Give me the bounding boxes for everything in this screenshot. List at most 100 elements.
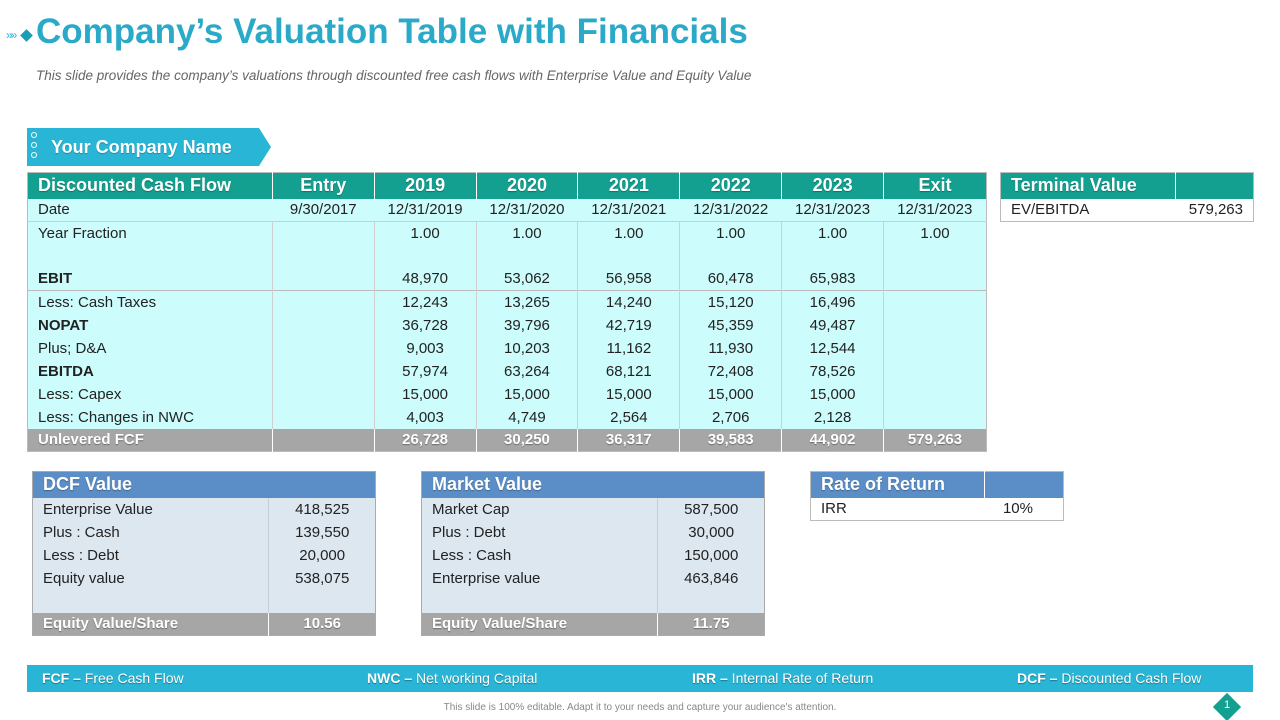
dcf-value-table: DCF Value Enterprise Value 418,525 Plus … (32, 471, 376, 636)
table-cell (271, 428, 375, 452)
table-cell (679, 244, 782, 268)
market-value-table: Market Value Market Cap 587,500 Plus : D… (421, 471, 765, 636)
table-cell: 36,317 (577, 428, 680, 452)
table-cell: 463,846 (657, 566, 765, 590)
table-cell (577, 244, 680, 268)
table-cell: 579,263 (1188, 201, 1243, 219)
row-label: Unlevered FCF (27, 428, 273, 452)
table-cell: 15,000 (781, 382, 884, 406)
spacer-row (27, 244, 987, 268)
table-cell: 39,583 (679, 428, 782, 452)
column-header: Exit (883, 172, 987, 199)
row-label: NOPAT (27, 313, 273, 337)
table-cell: 13,265 (475, 290, 578, 314)
glossary-item: IRR – Internal Rate of Return (692, 670, 874, 686)
table-cell: 72,408 (679, 359, 782, 383)
row-label: Equity value (32, 566, 269, 590)
table-cell (657, 589, 765, 613)
total-row: Equity Value/Share 10.56 (32, 612, 376, 636)
table-cell (475, 244, 578, 268)
table-cell: 30,000 (657, 520, 765, 544)
company-name: Your Company Name (51, 137, 232, 157)
table-row: Market Cap 587,500 (421, 497, 765, 521)
table-row: Plus; D&A 9,003 10,203 11,162 11,930 12,… (27, 336, 987, 360)
table-cell: 14,240 (577, 290, 680, 314)
table-cell: 11.75 (657, 612, 765, 636)
table-cell: 1.00 (883, 221, 987, 245)
row-label: Date (27, 198, 273, 222)
table-cell: 12,243 (373, 290, 477, 314)
table-row: IRR 10% (811, 498, 1064, 521)
column-header (984, 471, 1064, 498)
table-cell: 4,749 (475, 405, 578, 429)
row-label: Year Fraction (27, 221, 273, 245)
table-header-row: Discounted Cash Flow Entry 2019 2020 202… (27, 172, 987, 199)
row-label: Less : Cash (421, 543, 658, 567)
row-label: Less : Debt (32, 543, 269, 567)
table-row: Less: Cash Taxes 12,243 13,265 14,240 15… (27, 290, 987, 314)
glossary-item: FCF – Free Cash Flow (42, 670, 184, 686)
table-cell: 68,121 (577, 359, 680, 383)
table-cell: 49,487 (781, 313, 884, 337)
table-cell: 1.00 (475, 221, 578, 245)
dcf-table-title: Discounted Cash Flow (27, 172, 273, 199)
column-header: 2020 (475, 172, 578, 199)
total-row: Unlevered FCF 26,728 30,250 36,317 39,58… (27, 428, 987, 452)
table-cell: 1.00 (781, 221, 884, 245)
table-cell: 12/31/2019 (374, 198, 477, 222)
total-row: Equity Value/Share 11.75 (421, 612, 765, 636)
column-header: Entry (271, 172, 375, 199)
table-cell: 15,120 (679, 290, 782, 314)
table-cell: 20,000 (268, 543, 376, 567)
table-cell: 9,003 (373, 336, 477, 360)
table-cell (883, 267, 987, 291)
table-cell: 30,250 (475, 428, 578, 452)
table-cell (271, 267, 375, 291)
table-row: EV/EBITDA 579,263 (1001, 199, 1254, 222)
table-cell: 15,000 (373, 382, 477, 406)
table-cell: 10% (1002, 500, 1033, 518)
table-cell: 44,902 (781, 428, 884, 452)
row-label: EBITDA (27, 359, 273, 383)
table-row: Year Fraction 1.00 1.00 1.00 1.00 1.00 1… (27, 221, 987, 245)
table-cell (32, 589, 269, 613)
table-cell: 9/30/2017 (272, 198, 375, 222)
table-cell: 11,930 (679, 336, 782, 360)
table-cell: 12/31/2023 (781, 198, 884, 222)
glossary-bar: FCF – Free Cash Flow NWC – Net working C… (27, 665, 1253, 692)
table-cell: 36,728 (373, 313, 477, 337)
table-cell: 2,128 (781, 405, 884, 429)
table-cell (883, 382, 987, 406)
rate-of-return-table: Rate of Return IRR 10% (810, 471, 1064, 521)
footer-note: This slide is 100% editable. Adapt it to… (443, 702, 837, 713)
table-cell (883, 290, 987, 314)
table-cell: 150,000 (657, 543, 765, 567)
table-cell: 587,500 (657, 497, 765, 521)
title-arrows-icon: »» (6, 28, 17, 42)
discounted-cash-flow-table: Discounted Cash Flow Entry 2019 2020 202… (27, 172, 987, 452)
row-label: Less: Changes in NWC (27, 405, 273, 429)
table-cell: 48,970 (373, 267, 477, 291)
table-cell: 26,728 (373, 428, 477, 452)
row-label: Less: Cash Taxes (27, 290, 273, 314)
table-cell: 78,526 (781, 359, 884, 383)
table-row: Equity value 538,075 (32, 566, 376, 590)
row-label: Plus; D&A (27, 336, 273, 360)
table-cell: 56,958 (577, 267, 680, 291)
row-label: Enterprise value (421, 566, 658, 590)
table-cell (781, 244, 884, 268)
table-cell (271, 244, 375, 268)
page-title: Company’s Valuation Table with Financial… (36, 12, 748, 51)
table-row: Plus : Debt 30,000 (421, 520, 765, 544)
table-row: NOPAT 36,728 39,796 42,719 45,359 49,487 (27, 313, 987, 337)
table-cell: 2,564 (577, 405, 680, 429)
table-cell: 45,359 (679, 313, 782, 337)
table-cell: 139,550 (268, 520, 376, 544)
row-label: EBIT (27, 267, 273, 291)
dcf-value-title: DCF Value (32, 471, 376, 498)
table-cell: 538,075 (268, 566, 376, 590)
table-cell: 1.00 (577, 221, 680, 245)
table-row: Less : Cash 150,000 (421, 543, 765, 567)
table-row: Plus : Cash 139,550 (32, 520, 376, 544)
table-cell: 579,263 (883, 428, 987, 452)
